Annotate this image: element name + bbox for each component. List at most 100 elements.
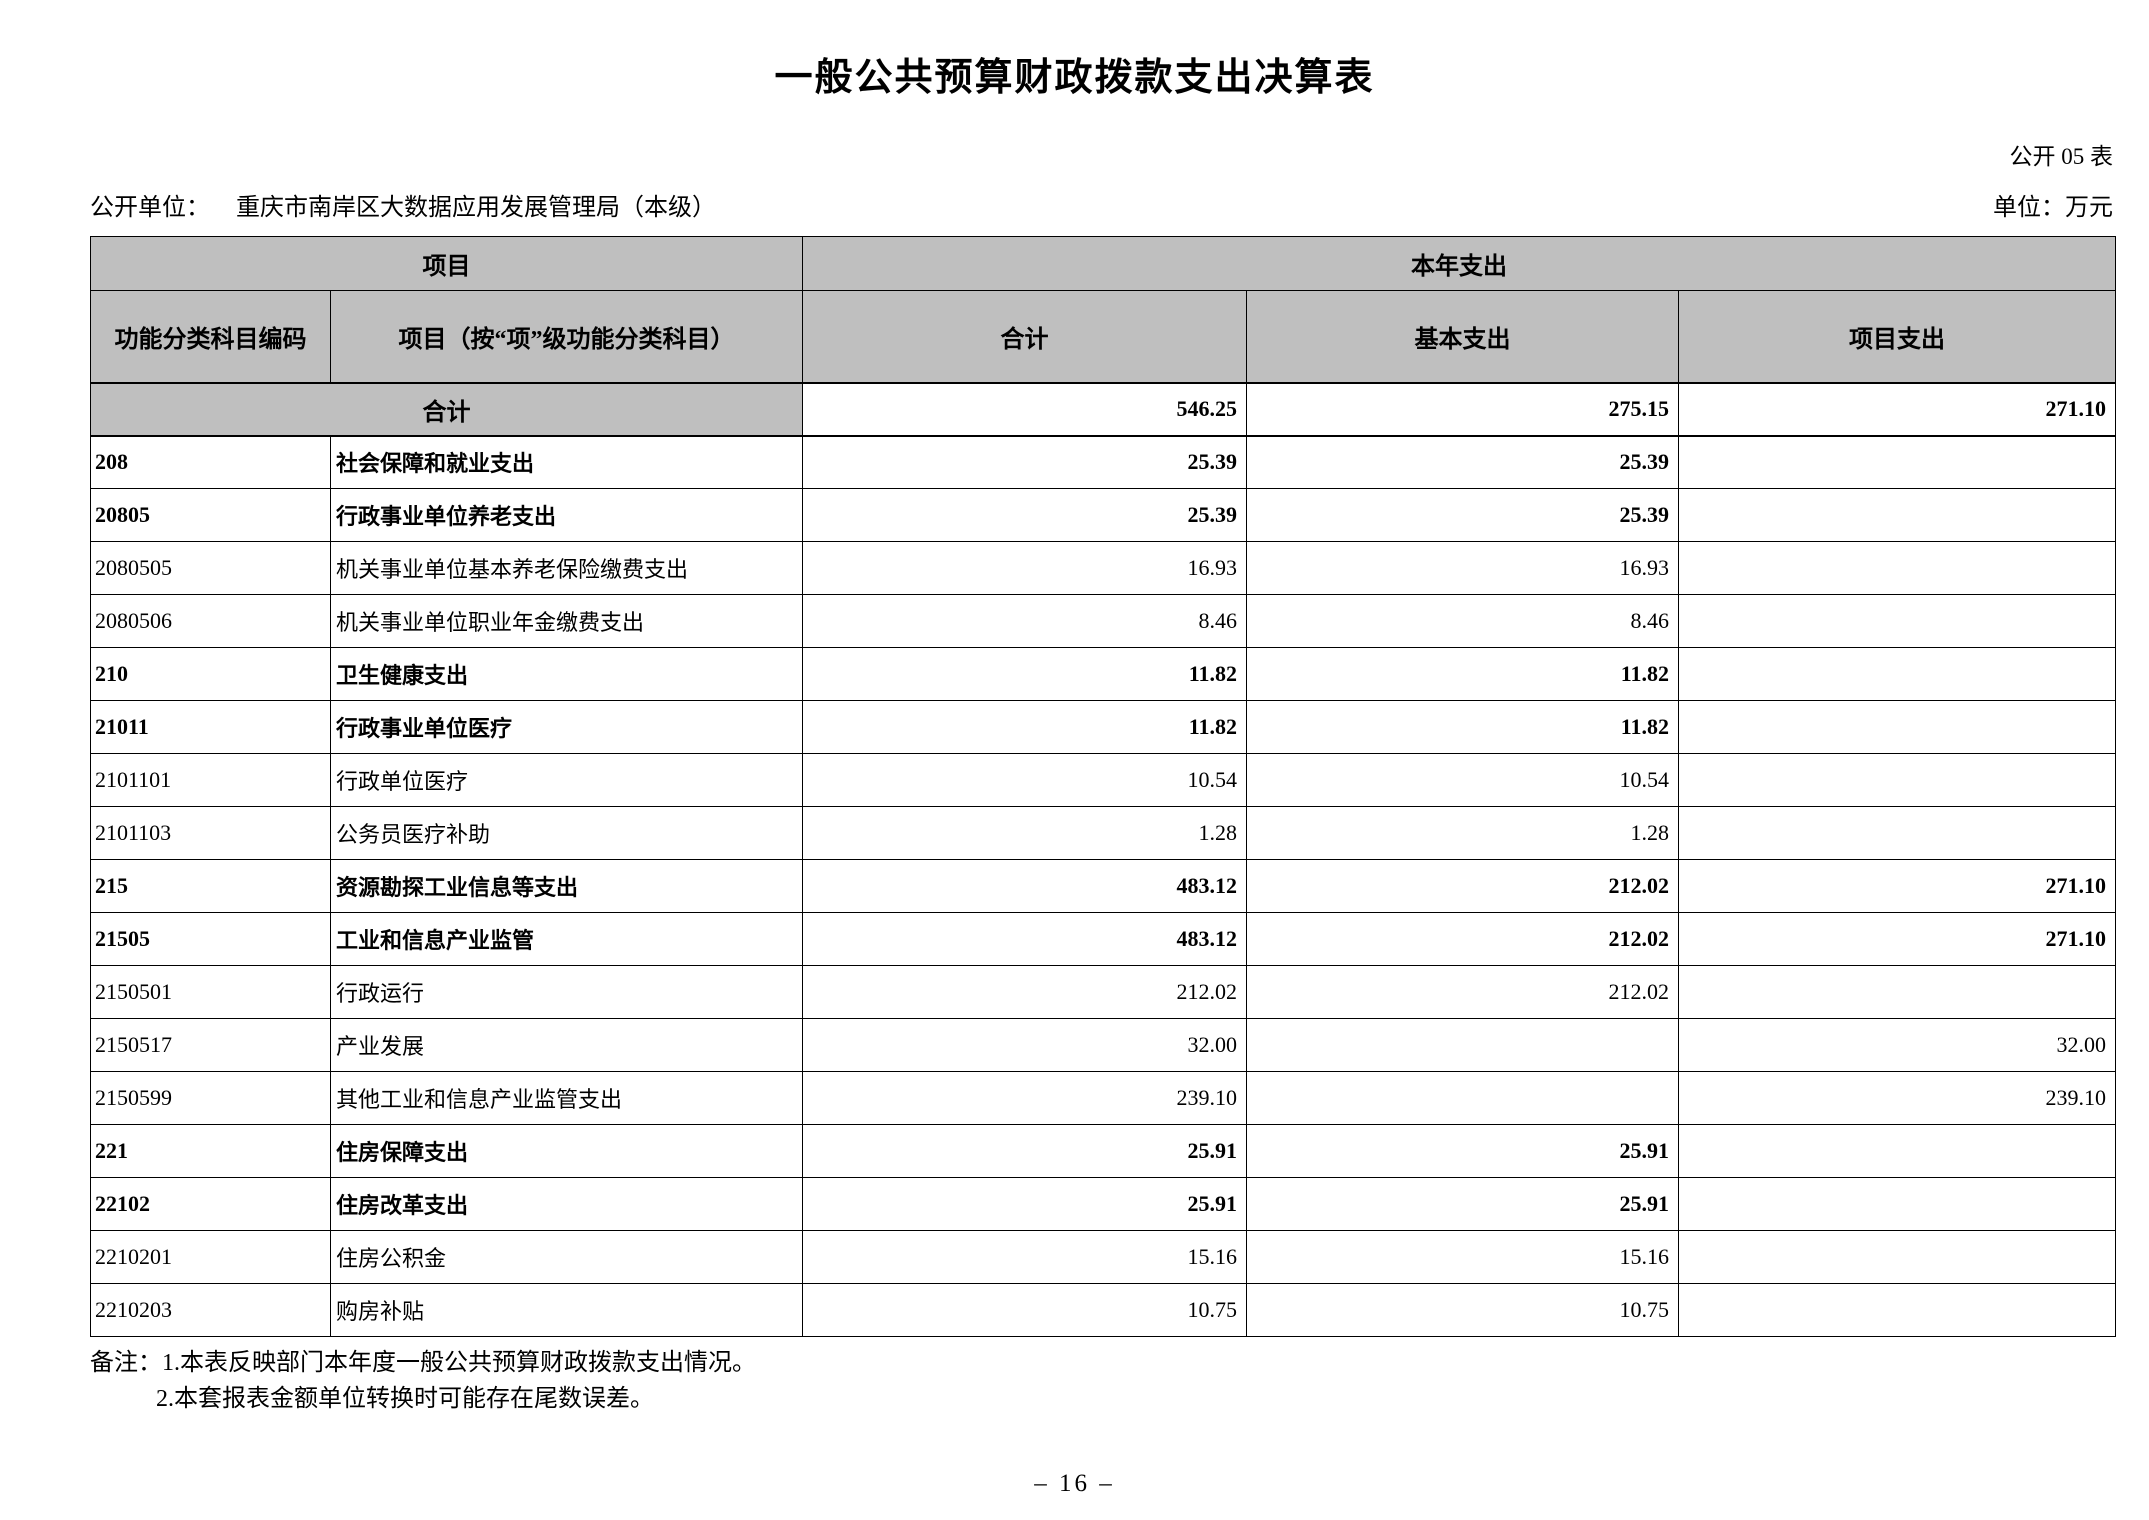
cell-basic-expenditure: 11.82 <box>1246 647 1679 701</box>
cell-basic-expenditure: 16.93 <box>1246 541 1679 595</box>
cell-function-code: 208 <box>90 435 331 489</box>
cell-project-expenditure <box>1678 1283 2116 1337</box>
cell-project-expenditure <box>1678 594 2116 648</box>
cell-function-code: 2080506 <box>90 594 331 648</box>
cell-function-code: 2080505 <box>90 541 331 595</box>
cell-project-expenditure: 32.00 <box>1678 1018 2116 1072</box>
cell-function-code: 2150501 <box>90 965 331 1019</box>
header-col-project-expenditure: 项目支出 <box>1678 290 2116 384</box>
table-row: 2210201 住房公积金 15.16 15.16 <box>90 1230 2116 1284</box>
cell-function-code: 210 <box>90 647 331 701</box>
table-row: 2080505 机关事业单位基本养老保险缴费支出 16.93 16.93 <box>90 541 2116 595</box>
cell-function-code: 221 <box>90 1124 331 1178</box>
cell-total: 10.54 <box>802 753 1247 807</box>
table-row: 210 卫生健康支出 11.82 11.82 <box>90 647 2116 701</box>
cell-basic-expenditure: 10.54 <box>1246 753 1679 807</box>
cell-project-name: 社会保障和就业支出 <box>330 435 803 489</box>
table-body: 合计 546.25 275.15 271.10 208 社会保障和就业支出 25.39 25.… <box>90 382 2116 1337</box>
cell-function-code: 215 <box>90 859 331 913</box>
cell-project-name: 机关事业单位基本养老保险缴费支出 <box>330 541 803 595</box>
header-col-project-name: 项目（按“项”级功能分类科目） <box>330 290 803 384</box>
table-row: 2101101 行政单位医疗 10.54 10.54 <box>90 753 2116 807</box>
cell-project-name: 产业发展 <box>330 1018 803 1072</box>
cell-basic-expenditure: 10.75 <box>1246 1283 1679 1337</box>
cell-function-code: 2210201 <box>90 1230 331 1284</box>
cell-basic-expenditure: 1.28 <box>1246 806 1679 860</box>
cell-total: 239.10 <box>802 1071 1247 1125</box>
cell-basic-expenditure <box>1246 1018 1679 1072</box>
header-col-basic-expenditure: 基本支出 <box>1246 290 1679 384</box>
note-line-1: 备注：1.本表反映部门本年度一般公共预算财政拨款支出情况。 <box>90 1350 756 1376</box>
cell-function-code: 20805 <box>90 488 331 542</box>
cell-project-name: 住房改革支出 <box>330 1177 803 1231</box>
cell-project-expenditure <box>1678 1177 2116 1231</box>
header-group-row: 项目 本年支出 <box>90 236 2116 291</box>
expenditure-table: 项目 本年支出 功能分类科目编码 项目（按“项”级功能分类科目） 合计 基本支出… <box>90 236 2116 1337</box>
cell-total: 11.82 <box>802 647 1247 701</box>
currency-unit: 单位：万元 <box>1993 195 2113 221</box>
table-row: 22102 住房改革支出 25.91 25.91 <box>90 1177 2116 1231</box>
header-col-function-code: 功能分类科目编码 <box>90 290 331 384</box>
table-row: 208 社会保障和就业支出 25.39 25.39 <box>90 435 2116 489</box>
cell-total: 25.39 <box>802 435 1247 489</box>
cell-total: 212.02 <box>802 965 1247 1019</box>
table-row: 215 资源勘探工业信息等支出 483.12 212.02 271.10 <box>90 859 2116 913</box>
cell-basic-expenditure: 212.02 <box>1246 912 1679 966</box>
cell-project-name: 其他工业和信息产业监管支出 <box>330 1071 803 1125</box>
cell-project-expenditure <box>1678 1230 2116 1284</box>
table-row: 2150517 产业发展 32.00 32.00 <box>90 1018 2116 1072</box>
cell-project-expenditure <box>1678 488 2116 542</box>
table-row: 2150599 其他工业和信息产业监管支出 239.10 239.10 <box>90 1071 2116 1125</box>
total-row-label: 合计 <box>90 382 803 437</box>
cell-project-name: 行政事业单位养老支出 <box>330 488 803 542</box>
publishing-unit: 公开单位： 重庆市南岸区大数据应用发展管理局（本级） <box>90 187 716 222</box>
cell-basic-expenditure: 25.39 <box>1246 488 1679 542</box>
cell-project-expenditure: 239.10 <box>1678 1071 2116 1125</box>
cell-project-expenditure <box>1678 541 2116 595</box>
header-col-total: 合计 <box>802 290 1247 384</box>
total-row-project: 271.10 <box>1678 382 2116 437</box>
cell-total: 15.16 <box>802 1230 1247 1284</box>
cell-project-expenditure <box>1678 435 2116 489</box>
note-line-2: 2.本套报表金额单位转换时可能存在尾数误差。 <box>156 1386 654 1412</box>
table-row: 21011 行政事业单位医疗 11.82 11.82 <box>90 700 2116 754</box>
cell-total: 1.28 <box>802 806 1247 860</box>
table-code: 公开 05 表 <box>2009 144 2114 169</box>
cell-project-name: 行政单位医疗 <box>330 753 803 807</box>
cell-project-name: 购房补贴 <box>330 1283 803 1337</box>
header-current-year-group: 本年支出 <box>802 236 2116 291</box>
cell-basic-expenditure: 11.82 <box>1246 700 1679 754</box>
cell-project-expenditure: 271.10 <box>1678 859 2116 913</box>
table-row: 21505 工业和信息产业监管 483.12 212.02 271.10 <box>90 912 2116 966</box>
page-title: 一般公共预算财政拨款支出决算表 <box>774 57 1375 99</box>
cell-function-code: 2210203 <box>90 1283 331 1337</box>
cell-project-name: 资源勘探工业信息等支出 <box>330 859 803 913</box>
publishing-unit-label: 公开单位： <box>90 195 210 221</box>
table-row: 2210203 购房补贴 10.75 10.75 <box>90 1283 2116 1337</box>
table-row: 2150501 行政运行 212.02 212.02 <box>90 965 2116 1019</box>
cell-basic-expenditure: 25.91 <box>1246 1177 1679 1231</box>
table-header: 项目 本年支出 功能分类科目编码 项目（按“项”级功能分类科目） 合计 基本支出… <box>90 236 2116 384</box>
cell-function-code: 21505 <box>90 912 331 966</box>
notes: 备注：1.本表反映部门本年度一般公共预算财政拨款支出情况。 2.本套报表金额单位… <box>90 1345 2149 1417</box>
cell-project-name: 卫生健康支出 <box>330 647 803 701</box>
cell-total: 8.46 <box>802 594 1247 648</box>
cell-total: 25.39 <box>802 488 1247 542</box>
cell-basic-expenditure: 212.02 <box>1246 859 1679 913</box>
header-project-group: 项目 <box>90 236 803 291</box>
cell-basic-expenditure: 212.02 <box>1246 965 1679 1019</box>
cell-total: 10.75 <box>802 1283 1247 1337</box>
cell-total: 483.12 <box>802 859 1247 913</box>
cell-function-code: 22102 <box>90 1177 331 1231</box>
meta-row: 公开单位： 重庆市南岸区大数据应用发展管理局（本级） 单位：万元 <box>90 187 2113 222</box>
table-row: 221 住房保障支出 25.91 25.91 <box>90 1124 2116 1178</box>
cell-total: 483.12 <box>802 912 1247 966</box>
header-columns-row: 功能分类科目编码 项目（按“项”级功能分类科目） 合计 基本支出 项目支出 <box>90 290 2116 384</box>
cell-total: 32.00 <box>802 1018 1247 1072</box>
cell-project-expenditure <box>1678 753 2116 807</box>
cell-project-expenditure <box>1678 1124 2116 1178</box>
cell-basic-expenditure: 25.39 <box>1246 435 1679 489</box>
table-row: 2080506 机关事业单位职业年金缴费支出 8.46 8.46 <box>90 594 2116 648</box>
cell-project-name: 行政事业单位医疗 <box>330 700 803 754</box>
total-row-total: 546.25 <box>802 382 1247 437</box>
